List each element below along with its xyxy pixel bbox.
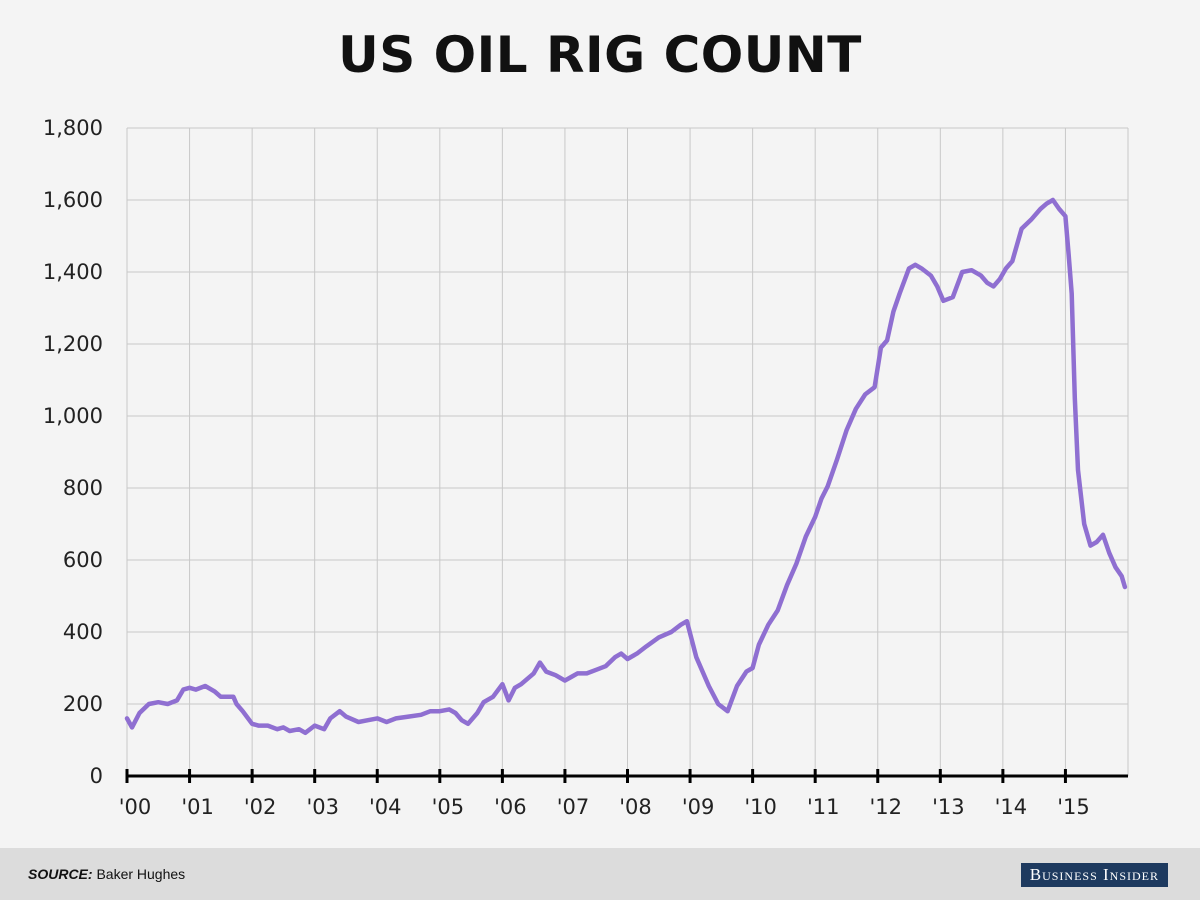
y-tick-label: 1,800 [43, 116, 103, 140]
x-tick-label: '05 [432, 795, 465, 819]
x-tick-label: '11 [807, 795, 840, 819]
rig-count-series-line [124, 197, 1128, 736]
grid-lines [126, 127, 1129, 776]
source-label: SOURCE: [28, 866, 93, 882]
x-tick-label: '03 [306, 795, 339, 819]
y-tick-label: 1,200 [43, 332, 103, 356]
x-tick-label: '09 [682, 795, 715, 819]
source-note: SOURCE: Baker Hughes [28, 866, 185, 882]
y-tick-label: 200 [63, 692, 103, 716]
brand-logo: Business Insider [1020, 863, 1168, 887]
x-tick-label: '10 [744, 795, 777, 819]
line-chart: 0 200 400 600 800 1,000 1,200 1,400 1,600 1,800 '… [43, 116, 1129, 819]
x-tick-label: '15 [1057, 795, 1090, 819]
chart-title: US OIL RIG COUNT [338, 26, 862, 84]
x-tick-label: '02 [244, 795, 277, 819]
y-tick-label: 400 [63, 620, 103, 644]
x-tick-label: '06 [494, 795, 527, 819]
x-tick-label: '07 [557, 795, 590, 819]
y-tick-label: 600 [63, 548, 103, 572]
footer-bar: SOURCE: Baker Hughes Business Insider [0, 848, 1200, 900]
x-tick-label: '04 [369, 795, 402, 819]
source-text: Baker Hughes [96, 866, 186, 882]
y-tick-label: 1,000 [43, 404, 103, 428]
x-tick-label: '08 [619, 795, 652, 819]
y-tick-label: 1,600 [43, 188, 103, 212]
x-tick-label: '13 [932, 795, 965, 819]
y-tick-label: 0 [90, 764, 103, 788]
series-layer [124, 197, 1128, 736]
x-tick-label: '01 [181, 795, 214, 819]
y-tick-label: 800 [63, 476, 103, 500]
x-axis-ticks: '00 '01 '02 '03 '04 '05 '06 '07 '08 '09 '10 '11 '12 '… [119, 769, 1090, 819]
y-tick-label: 1,400 [43, 260, 103, 284]
x-tick-label: '12 [870, 795, 903, 819]
y-axis-tick-labels: 0 200 400 600 800 1,000 1,200 1,400 1,600 1,800 [43, 116, 103, 788]
x-tick-label: '14 [995, 795, 1028, 819]
x-tick-label: '00 [119, 795, 152, 819]
